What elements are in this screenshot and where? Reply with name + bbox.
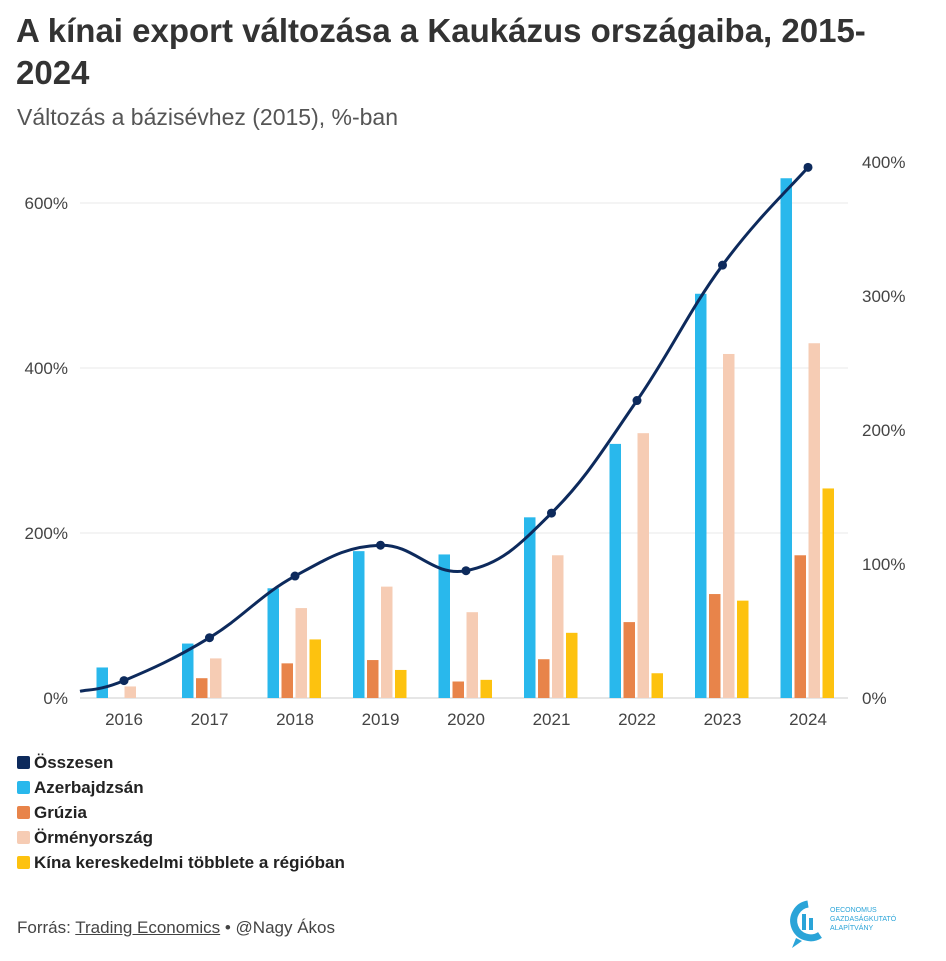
chart-subtitle: Változás a bázisévhez (2015), %-ban: [17, 104, 398, 130]
bar-gruzia: [623, 622, 635, 698]
bar-gruzia: [452, 681, 464, 698]
legend-swatch-osszesen: [17, 756, 30, 769]
legend-item-azerbajdzsan: Azerbajdzsán: [17, 775, 345, 800]
line-osszesen: [79, 166, 810, 693]
legend-swatch-ormenyorszag: [17, 831, 30, 844]
bar-azerbajdzsan: [182, 643, 194, 698]
right-axis-tick-label: 100%: [862, 555, 905, 574]
footer-separator: •: [220, 918, 236, 937]
x-axis-tick-label: 2018: [276, 710, 314, 729]
bar-tobblet: [566, 632, 578, 698]
right-axis-tick-label: 200%: [862, 421, 905, 440]
right-axis-tick-label: 0%: [862, 689, 887, 708]
point-osszesen: [632, 396, 642, 406]
right-axis-tick-label: 300%: [862, 287, 905, 306]
point-osszesen: [205, 633, 214, 643]
bar-tobblet: [822, 488, 834, 698]
bar-gruzia: [281, 663, 293, 698]
legend-label-azerbajdzsan: Azerbajdzsán: [34, 777, 144, 797]
bar-gruzia: [196, 678, 208, 698]
x-axis-tick-label: 2021: [533, 710, 571, 729]
chart-area: 0% 200% 400% 600% 0% 100% 200% 300% 400% 2016 2017…: [25, 153, 906, 729]
legend-label-osszesen: Összesen: [34, 752, 114, 772]
bar-azerbajdzsan: [438, 554, 450, 698]
bar-azerbajdzsan: [96, 667, 108, 698]
point-osszesen: [119, 676, 129, 686]
x-axis-tick-label: 2022: [618, 710, 656, 729]
legend-swatch-gruzia: [17, 806, 30, 819]
chart-title: A kínai export változása a Kaukázus orsz…: [16, 12, 866, 91]
bar-ormenyorszag: [723, 353, 735, 698]
point-osszesen: [290, 571, 300, 581]
bar-gruzia: [794, 555, 806, 698]
bar-azerbajdzsan: [609, 443, 621, 698]
left-axis-tick-label: 0%: [43, 689, 68, 708]
point-osszesen: [376, 540, 385, 550]
bar-ormenyorszag: [808, 343, 820, 698]
right-axis-tick-label: 400%: [862, 153, 905, 172]
bar-azerbajdzsan: [524, 517, 536, 698]
logo-line: GAZDASÁGKUTATÓ: [830, 916, 897, 923]
chart-footer: Forrás: Trading Economics • @Nagy Ákos: [17, 918, 335, 938]
bar-tobblet: [480, 679, 492, 698]
logo-line: OECONOMUS: [830, 907, 877, 914]
legend-label-tobblet: Kína kereskedelmi többlete a régióban: [34, 852, 345, 872]
x-axis-tick-label: 2024: [789, 710, 827, 729]
bar-ormenyorszag: [552, 555, 564, 698]
left-axis-tick-label: 600%: [25, 194, 68, 213]
bar-ormenyorszag: [466, 612, 478, 698]
bar-tobblet: [395, 669, 407, 698]
bar-ormenyorszag: [210, 658, 222, 698]
left-axis-tick-label: 400%: [25, 359, 68, 378]
x-axis-tick-label: 2019: [362, 710, 400, 729]
logo-text: OECONOMUS GAZDASÁGKUTATÓ ALAPÍTVÁNY: [830, 906, 896, 933]
bar-tobblet: [309, 639, 321, 698]
point-osszesen: [718, 260, 727, 270]
bar-azerbajdzsan: [695, 293, 707, 698]
legend-item-ormenyorszag: Örményország: [17, 825, 345, 850]
bar-gruzia: [709, 594, 721, 698]
point-osszesen: [803, 162, 813, 172]
chart-legend: Összesen Azerbajdzsán Grúzia Örményorszá…: [17, 750, 345, 875]
bar-azerbajdzsan: [780, 178, 792, 698]
legend-label-ormenyorszag: Örményország: [34, 827, 154, 847]
left-axis-tick-label: 200%: [25, 524, 68, 543]
bar-gruzia: [538, 659, 550, 698]
bar-azerbajdzsan: [353, 551, 365, 698]
x-axis-tick-label: 2016: [105, 710, 143, 729]
bar-gruzia: [367, 660, 379, 698]
legend-item-osszesen: Összesen: [17, 750, 345, 775]
legend-swatch-tobblet: [17, 856, 30, 869]
oeconomus-logo: OECONOMUS GAZDASÁGKUTATÓ ALAPÍTVÁNY: [786, 898, 916, 952]
bar-ormenyorszag: [124, 686, 136, 698]
bar-ormenyorszag: [295, 608, 307, 698]
bar-ormenyorszag: [381, 586, 393, 698]
bar-tobblet: [651, 673, 663, 698]
source-prefix: Forrás:: [17, 918, 71, 937]
legend-swatch-azerbajdzsan: [17, 781, 30, 794]
legend-item-tobblet: Kína kereskedelmi többlete a régióban: [17, 850, 345, 875]
point-osszesen: [461, 566, 471, 576]
logo-mark-icon: [790, 900, 822, 948]
bar-ormenyorszag: [637, 433, 649, 698]
bar-azerbajdzsan: [267, 588, 279, 698]
legend-item-gruzia: Grúzia: [17, 800, 345, 825]
source-link[interactable]: Trading Economics: [75, 918, 221, 937]
logo-line: ALAPÍTVÁNY: [830, 925, 874, 932]
x-axis-tick-label: 2017: [191, 710, 229, 729]
x-axis-tick-label: 2023: [704, 710, 742, 729]
legend-label-gruzia: Grúzia: [34, 802, 87, 822]
x-axis-tick-label: 2020: [447, 710, 485, 729]
bar-tobblet: [737, 600, 749, 698]
point-osszesen: [547, 508, 556, 518]
author-handle: @Nagy Ákos: [235, 918, 336, 937]
